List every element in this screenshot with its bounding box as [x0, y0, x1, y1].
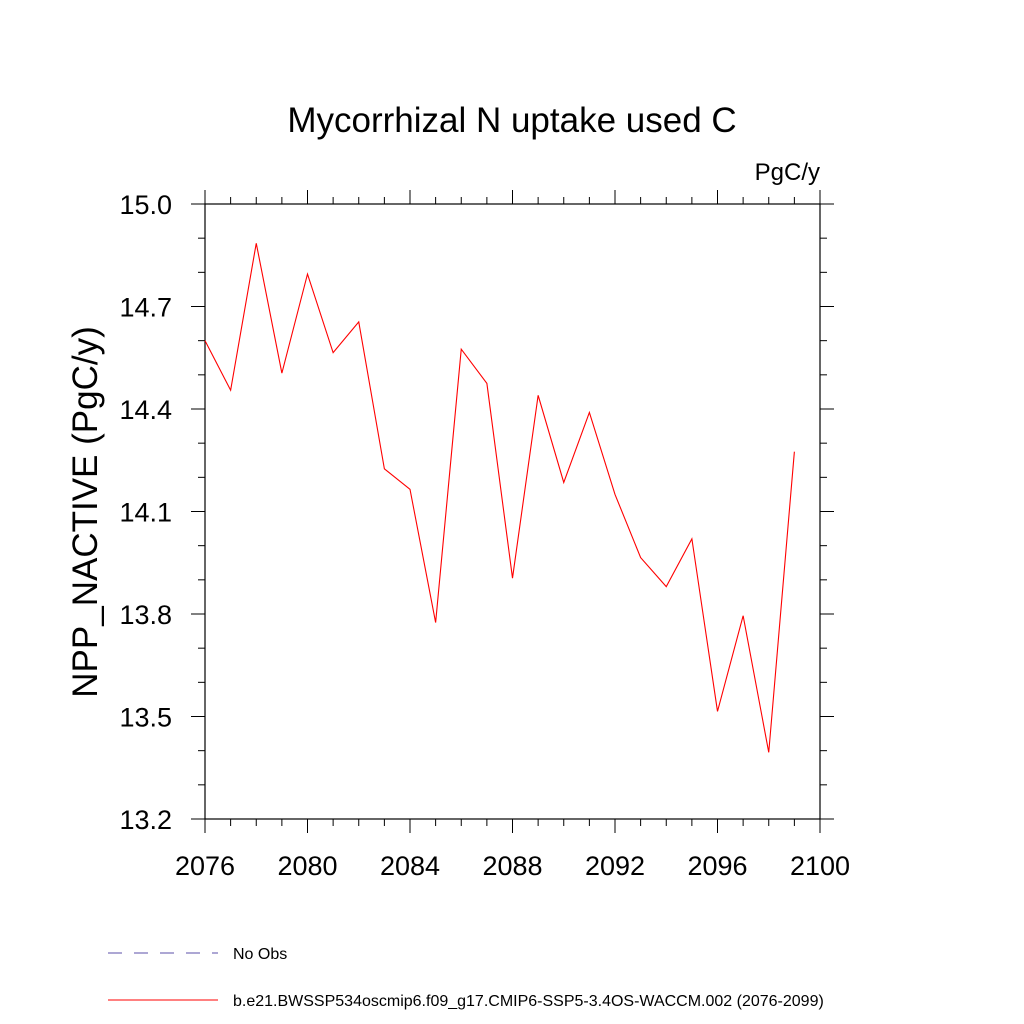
x-tick-label: 2080: [277, 851, 337, 881]
axis-ticks: [191, 190, 834, 833]
series-line: [204, 243, 795, 753]
y-tick-label: 14.1: [119, 498, 172, 528]
legend-label-model: b.e21.BWSSP534oscmip6.f09_g17.CMIP6-SSP5…: [233, 993, 824, 1010]
legend-label-no-obs: No Obs: [233, 946, 287, 963]
y-tick-label: 13.8: [119, 600, 172, 630]
x-tick-label: 2084: [380, 851, 440, 881]
y-tick-label: 13.2: [119, 805, 172, 835]
x-tick-label: 2096: [687, 851, 747, 881]
series-layer: [204, 243, 795, 753]
chart-title: Mycorrhizal N uptake used C: [287, 101, 736, 140]
y-tick-labels: 13.2 13.5 13.8 14.1 14.4 14.7 15.0: [119, 190, 172, 835]
x-tick-label: 2100: [790, 851, 850, 881]
y-axis-label: NPP_NACTIVE (PgC/y): [66, 326, 105, 697]
x-tick-labels: 2076 2080 2084 2088 2092 2096 2100: [175, 851, 850, 881]
plot-frame: [204, 203, 821, 820]
x-tick-label: 2088: [482, 851, 542, 881]
x-tick-label: 2076: [175, 851, 235, 881]
x-tick-label: 2092: [585, 851, 645, 881]
units-label: PgC/y: [755, 159, 820, 186]
y-tick-label: 15.0: [119, 190, 172, 220]
legend: No Obs b.e21.BWSSP534oscmip6.f09_g17.CMI…: [108, 946, 824, 1010]
y-tick-label: 13.5: [119, 703, 172, 733]
y-tick-label: 14.4: [119, 395, 172, 425]
y-tick-label: 14.7: [119, 293, 172, 323]
